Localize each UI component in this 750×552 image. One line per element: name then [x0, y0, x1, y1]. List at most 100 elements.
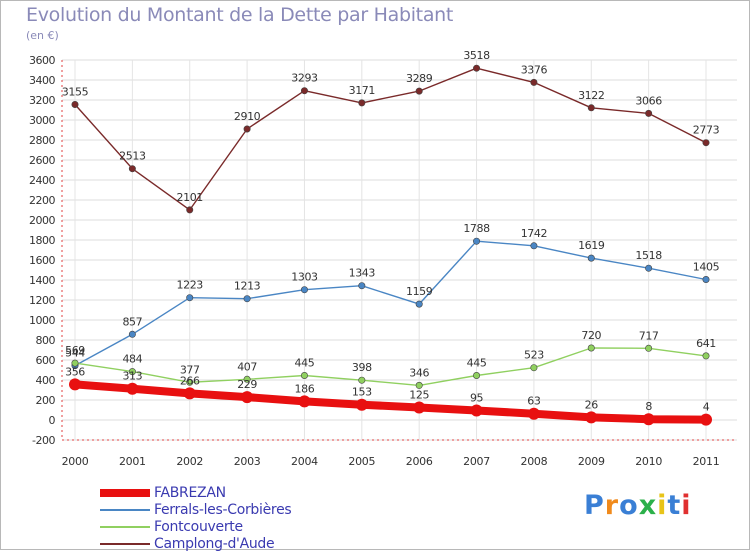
data-point-camplong: [71, 101, 79, 109]
data-point-fontcouverte: [186, 378, 194, 386]
data-label-ferrals: 1788: [463, 222, 490, 235]
data-point-ferrals: [702, 275, 710, 283]
data-point-fontcouverte: [71, 359, 79, 367]
legend-label-fontcouverte: Fontcouverte: [154, 518, 243, 535]
data-point-camplong: [645, 109, 653, 117]
data-point-fabrezan: [126, 382, 139, 395]
data-point-ferrals: [473, 237, 481, 245]
data-label-fontcouverte: 377: [180, 363, 200, 376]
data-point-fabrezan: [700, 413, 712, 426]
data-label-camplong: 3289: [406, 72, 433, 85]
legend: FABREZAN Ferrals-les-Corbières Fontcouve…: [100, 484, 292, 552]
data-point-camplong: [530, 78, 538, 86]
x-tick-label: 2011: [693, 455, 720, 468]
data-label-fabrezan: 153: [352, 386, 372, 399]
data-label-fabrezan: 4: [703, 401, 710, 414]
x-tick-label: 2009: [578, 455, 605, 468]
chart-subtitle: (en €): [26, 29, 59, 42]
data-point-fontcouverte: [300, 371, 308, 379]
y-tick-label: 2400: [29, 174, 55, 187]
y-tick-label: 2600: [29, 154, 55, 167]
data-label-fabrezan: 95: [470, 392, 484, 405]
data-point-ferrals: [243, 295, 251, 303]
data-label-fontcouverte: 569: [65, 344, 85, 357]
data-point-fabrezan: [585, 411, 598, 424]
data-point-ferrals: [358, 282, 366, 290]
series-line-fontcouverte: [74, 347, 707, 387]
data-point-fontcouverte: [702, 352, 710, 360]
y-tick-label: 2200: [29, 194, 55, 207]
data-label-ferrals: 544: [65, 347, 85, 360]
x-tick-label: 2005: [348, 455, 375, 468]
data-label-ferrals: 1619: [578, 239, 605, 252]
data-point-ferrals: [415, 300, 423, 308]
data-point-fabrezan: [413, 401, 426, 414]
data-label-camplong: 3122: [578, 89, 604, 102]
data-point-camplong: [358, 99, 366, 107]
y-tick-label: 0: [49, 414, 56, 427]
data-label-fontcouverte: 720: [581, 329, 601, 342]
data-label-ferrals: 1742: [521, 227, 547, 240]
plot-area: [62, 60, 737, 440]
data-point-fontcouverte: [645, 344, 653, 352]
logo-letter: r: [604, 490, 620, 521]
y-tick-label: -200: [32, 434, 55, 447]
legend-label-ferrals: Ferrals-les-Corbières: [154, 501, 292, 518]
data-point-fabrezan: [69, 378, 81, 391]
data-label-ferrals: 1213: [234, 280, 261, 293]
data-label-fontcouverte: 445: [467, 357, 487, 370]
logo-letter: x: [638, 490, 658, 521]
x-tick-label: 2003: [234, 455, 261, 468]
data-point-camplong: [300, 87, 308, 95]
data-label-ferrals: 1343: [349, 267, 376, 280]
y-tick-label: 200: [36, 394, 56, 407]
data-label-fontcouverte: 398: [352, 361, 372, 374]
data-label-camplong: 2910: [234, 110, 261, 123]
data-point-fontcouverte: [243, 375, 251, 383]
y-tick-label: 3400: [29, 74, 55, 87]
data-label-fabrezan: 186: [295, 382, 315, 395]
data-label-camplong: 3155: [62, 86, 89, 99]
legend-label-camplong: Camplong-d'Aude: [154, 535, 275, 552]
x-tick-label: 2010: [635, 455, 662, 468]
series-line-ferrals: [74, 240, 707, 367]
legend-item-ferrals: Ferrals-les-Corbières: [100, 501, 292, 518]
data-label-camplong: 2513: [119, 150, 146, 163]
legend-item-camplong: Camplong-d'Aude: [100, 535, 291, 552]
data-label-fontcouverte: 346: [409, 366, 429, 379]
legend-swatch-camplong: [100, 542, 150, 545]
y-tick-label: 1400: [29, 274, 55, 287]
y-tick-label: 2800: [29, 134, 55, 147]
data-point-fontcouverte: [358, 376, 366, 384]
data-label-camplong: 2101: [177, 191, 203, 204]
data-point-ferrals: [645, 264, 653, 272]
y-tick-label: 1000: [29, 314, 55, 327]
y-tick-label: 1200: [29, 294, 55, 307]
logo-letter: t: [667, 490, 682, 521]
legend-item-fabrezan: FABREZAN: [100, 484, 291, 501]
data-label-ferrals: 1303: [291, 271, 318, 284]
data-label-camplong: 3376: [521, 63, 548, 76]
x-tick-label: 2007: [463, 455, 490, 468]
data-label-fontcouverte: 717: [639, 329, 659, 342]
data-label-camplong: 2773: [693, 124, 720, 137]
legend-swatch-fontcouverte: [100, 525, 150, 528]
y-tick-label: 600: [36, 354, 56, 367]
data-label-fabrezan: 125: [409, 389, 429, 402]
data-point-ferrals: [530, 242, 538, 250]
y-tick-label: 3000: [29, 114, 55, 127]
data-label-ferrals: 1518: [635, 249, 662, 262]
y-tick-label: 2000: [29, 214, 55, 227]
data-label-fabrezan: 229: [237, 378, 257, 391]
data-point-fontcouverte: [128, 368, 136, 376]
data-point-fontcouverte: [473, 371, 481, 379]
data-label-camplong: 3171: [349, 84, 375, 97]
y-tick-label: 1600: [29, 254, 55, 267]
data-point-ferrals: [128, 330, 136, 338]
data-label-ferrals: 1159: [406, 285, 433, 298]
data-point-camplong: [243, 125, 251, 133]
logo-letter: i: [657, 490, 668, 521]
data-point-camplong: [128, 165, 136, 173]
data-label-fabrezan: 313: [122, 370, 142, 383]
